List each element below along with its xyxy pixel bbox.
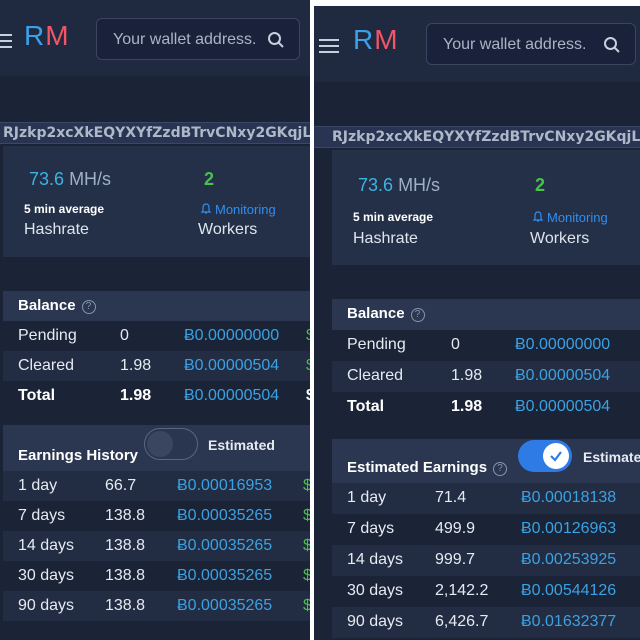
search-icon[interactable]: [603, 36, 621, 54]
earnings-row-14-days: 14 days 999.7 Ƀ0.00253925: [332, 545, 640, 576]
balance-row-total: Total 1.98 Ƀ0.00000504: [332, 392, 640, 423]
balance-row-cleared: Cleared 1.98 Ƀ0.00000504 $: [3, 351, 310, 381]
estimated-toggle-label: Estimate: [583, 449, 640, 465]
wallet-search-input[interactable]: Your wallet address.: [96, 18, 300, 60]
app-logo[interactable]: RM: [24, 20, 70, 51]
workers-count: 2: [204, 169, 215, 189]
balance-row-cleared: Cleared 1.98 Ƀ0.00000504: [332, 361, 640, 392]
earnings-row-1-day: 1 day 66.7 Ƀ0.00016953 $: [3, 471, 310, 501]
balance-row-total: Total 1.98 Ƀ0.00000504 $: [3, 381, 310, 411]
workers-count: 2: [535, 175, 546, 195]
bell-icon: [200, 203, 212, 214]
estimated-toggle[interactable]: [518, 440, 572, 472]
estimated-toggle[interactable]: [144, 428, 198, 460]
hashrate-label: Hashrate: [24, 221, 89, 238]
search-placeholder: Your wallet address.: [113, 31, 257, 48]
workers-label: Workers: [530, 230, 590, 247]
hashrate-stats-card: 73.6 MH/s 5 min average Hashrate 2 Monit…: [332, 150, 640, 265]
bell-icon: [532, 211, 544, 222]
estimated-toggle-label: Estimated: [208, 437, 275, 453]
app-logo[interactable]: RM: [353, 24, 399, 55]
wallet-search-input[interactable]: Your wallet address.: [426, 23, 636, 65]
app-header: RM Your wallet address.: [314, 6, 640, 82]
hamburger-menu-icon[interactable]: [319, 39, 339, 53]
earnings-row-1-day: 1 day 71.4 Ƀ0.00018138: [332, 483, 640, 514]
balance-title: Balance?: [18, 297, 96, 314]
balance-row-pending: Pending 0 Ƀ0.00000000: [332, 330, 640, 361]
earnings-row-30-days: 30 days 2,142.2 Ƀ0.00544126: [332, 576, 640, 607]
balance-title: Balance?: [347, 305, 425, 322]
help-icon[interactable]: ?: [81, 300, 96, 314]
monitoring-link[interactable]: Monitoring: [200, 202, 276, 217]
wallet-address: RJzkp2xcXkEQYXYfZzdBTrvCNxy2GKqjLn: [314, 126, 640, 148]
earnings-row-90-days: 90 days 138.8 Ƀ0.00035265 $: [3, 591, 310, 621]
hashrate-label: Hashrate: [353, 230, 418, 247]
balance-header: Balance?: [3, 291, 310, 321]
right-screenshot-panel: RM Your wallet address. RJzkp2xcXkEQYXYf…: [314, 6, 640, 640]
workers-label: Workers: [198, 221, 258, 238]
earnings-row-7-days: 7 days 138.8 Ƀ0.00035265 $: [3, 501, 310, 531]
earnings-row-14-days: 14 days 138.8 Ƀ0.00035265 $: [3, 531, 310, 561]
earnings-title: Estimated Earnings?: [347, 459, 508, 476]
wallet-address: RJzkp2xcXkEQYXYfZzdBTrvCNxy2GKqjLn: [0, 122, 310, 144]
earnings-title: Earnings History: [18, 447, 139, 464]
earnings-row-7-days: 7 days 499.9 Ƀ0.00126963: [332, 514, 640, 545]
monitoring-link[interactable]: Monitoring: [532, 210, 608, 225]
hashrate-caption: 5 min average: [24, 202, 105, 216]
earnings-row-30-days: 30 days 138.8 Ƀ0.00035265 $: [3, 561, 310, 591]
help-icon[interactable]: ?: [410, 308, 425, 322]
earnings-header: Estimated Earnings? Estimate: [332, 439, 640, 483]
hashrate-stats-card: 73.6 MH/s 5 min average Hashrate 2 Monit…: [3, 146, 310, 257]
app-header: RM Your wallet address.: [0, 0, 310, 76]
hashrate-value: 73.6 MH/s: [358, 175, 441, 195]
search-icon[interactable]: [267, 31, 285, 49]
check-icon: [550, 451, 562, 462]
hamburger-menu-icon[interactable]: [0, 34, 12, 48]
balance-row-pending: Pending 0 Ƀ0.00000000 $: [3, 321, 310, 351]
earnings-row-90-days: 90 days 6,426.7 Ƀ0.01632377: [332, 607, 640, 638]
help-icon[interactable]: ?: [493, 462, 508, 476]
hashrate-caption: 5 min average: [353, 210, 434, 224]
balance-header: Balance?: [332, 299, 640, 330]
search-placeholder: Your wallet address.: [443, 36, 587, 53]
earnings-header: Earnings History Estimated: [3, 425, 310, 471]
hashrate-value: 73.6 MH/s: [29, 169, 112, 189]
toggle-knob: [543, 443, 569, 469]
toggle-knob: [147, 431, 173, 457]
left-screenshot-panel: RM Your wallet address. RJzkp2xcXkEQYXYf…: [0, 0, 310, 640]
